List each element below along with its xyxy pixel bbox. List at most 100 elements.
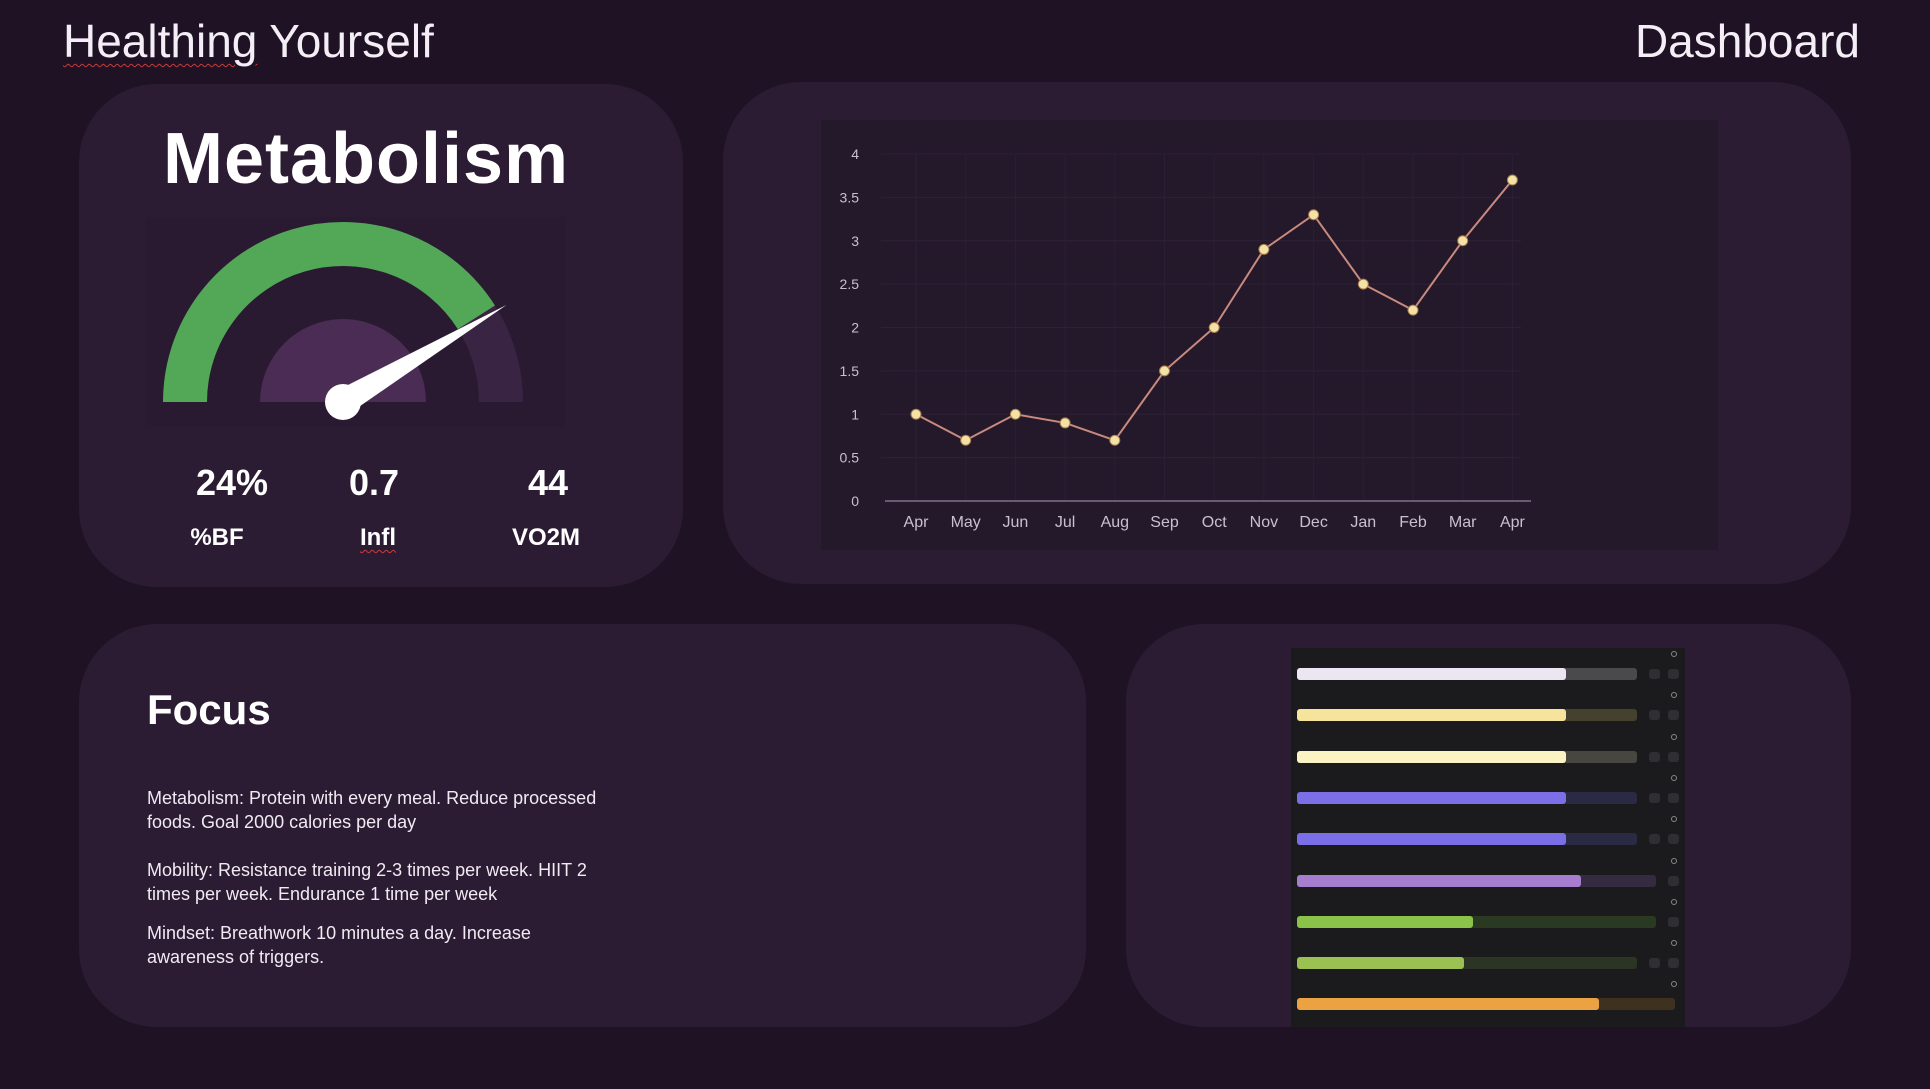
habit-info-button[interactable] <box>1649 834 1660 845</box>
x-tick-label: Apr <box>904 514 930 531</box>
habit-progress-track <box>1297 709 1637 722</box>
data-point <box>960 434 972 446</box>
x-tick-label: Mar <box>1449 514 1477 531</box>
data-point <box>1258 243 1270 255</box>
habit-status-icon[interactable] <box>1671 981 1677 988</box>
habit-progress-fill <box>1297 709 1566 722</box>
data-point <box>910 408 922 420</box>
data-point <box>1208 322 1220 333</box>
y-tick-label: 3 <box>851 233 859 249</box>
habit-info-button[interactable] <box>1649 669 1660 679</box>
focus-title: Focus <box>147 686 271 733</box>
focus-mobility-text: Mobility: Resistance training 2-3 times … <box>147 860 587 904</box>
habit-progress-track <box>1297 750 1637 763</box>
habit-status-icon[interactable] <box>1671 857 1677 864</box>
habit-row <box>1291 855 1685 896</box>
stat-infl-value: 0.7 <box>348 462 400 503</box>
x-tick-label: May <box>951 514 981 531</box>
y-tick-label: 2 <box>851 320 859 336</box>
habit-edit-button[interactable] <box>1668 916 1679 927</box>
habit-progress-track <box>1297 915 1656 928</box>
habit-progress-track <box>1297 668 1637 680</box>
habit-edit-button[interactable] <box>1668 834 1679 845</box>
gauge-value-arc <box>163 222 495 403</box>
habit-progress-fill <box>1297 750 1566 763</box>
stat-bf-label: %BF <box>190 524 244 551</box>
habit-progress-fill <box>1297 957 1464 970</box>
stat-bf-value: 24% <box>195 462 269 503</box>
habit-progress-fill <box>1297 998 1600 1011</box>
habit-row <box>1291 813 1685 854</box>
app-title-word2: Yourself <box>257 15 434 67</box>
habit-edit-button[interactable] <box>1668 958 1679 969</box>
focus-mindset-text: Mindset: Breathwork 10 minutes a day. In… <box>147 923 531 967</box>
habit-status-icon[interactable] <box>1671 816 1677 823</box>
data-point <box>1457 235 1469 247</box>
habit-progress-fill <box>1297 833 1566 846</box>
gauge-needle <box>336 305 507 413</box>
habit-info-button[interactable] <box>1649 710 1660 721</box>
habit-progress-fill <box>1297 874 1581 887</box>
x-tick-label: Nov <box>1250 514 1278 531</box>
habit-edit-button[interactable] <box>1668 792 1679 803</box>
app-title-word1: Healthing <box>63 15 258 67</box>
metabolism-card: Metabolism 24% %BF 0.7 Infl 44 VO2M <box>79 84 683 587</box>
habit-status-icon[interactable] <box>1671 651 1677 657</box>
habit-progress-track <box>1297 957 1637 970</box>
habit-edit-button[interactable] <box>1668 751 1679 762</box>
habit-row <box>1291 731 1685 772</box>
habit-status-icon[interactable] <box>1671 898 1677 905</box>
habit-progress-fill <box>1297 791 1566 804</box>
data-point <box>1059 417 1071 429</box>
y-tick-label: 1.5 <box>840 363 860 379</box>
app-title: Healthing Yourself <box>63 14 434 68</box>
habit-status-icon[interactable] <box>1671 940 1677 947</box>
data-point <box>1506 174 1518 186</box>
x-tick-label: Jul <box>1055 514 1075 531</box>
data-point <box>1407 304 1419 316</box>
habit-progress-fill <box>1297 915 1473 928</box>
x-tick-label: Aug <box>1101 514 1129 531</box>
x-tick-label: Apr <box>1500 514 1526 531</box>
data-point <box>1308 209 1320 221</box>
x-tick-label: Dec <box>1299 514 1327 531</box>
habit-edit-button[interactable] <box>1668 710 1679 721</box>
y-tick-label: 0.5 <box>840 450 860 466</box>
habit-progress-track <box>1297 874 1656 887</box>
habit-progress-track <box>1297 791 1637 804</box>
habit-progress-fill <box>1297 668 1566 680</box>
stat-vo2m-value: 44 <box>527 462 569 503</box>
habit-row <box>1291 772 1685 813</box>
habit-info-button[interactable] <box>1649 792 1660 803</box>
habit-row <box>1291 896 1685 937</box>
x-tick-label: Jan <box>1350 514 1376 531</box>
data-point <box>1109 434 1121 446</box>
habit-info-button[interactable] <box>1649 751 1660 762</box>
habit-edit-button[interactable] <box>1668 669 1679 679</box>
y-tick-label: 4 <box>851 146 859 162</box>
habit-edit-button[interactable] <box>1668 875 1679 886</box>
habit-row <box>1291 689 1685 730</box>
stat-vo2m-label: VO2M <box>511 524 580 551</box>
data-point <box>1159 365 1170 377</box>
habit-status-icon[interactable] <box>1671 774 1677 781</box>
metabolism-gauge <box>145 217 565 427</box>
y-tick-label: 3.5 <box>840 189 860 205</box>
trend-chart: 0 0.5 1 1.5 2 2.5 3 3.5 4 Apr May Jun Jul Aug Sep Oct No… <box>821 120 1718 550</box>
habit-row <box>1291 648 1685 689</box>
trend-chart-card: 0 0.5 1 1.5 2 2.5 3 3.5 4 Apr May Jun Jul Aug Sep Oct No… <box>723 82 1851 584</box>
x-tick-label: Oct <box>1202 514 1227 531</box>
habit-progress-track <box>1297 998 1675 1011</box>
habit-status-icon[interactable] <box>1671 692 1677 699</box>
habit-info-button[interactable] <box>1649 958 1660 969</box>
habit-status-icon[interactable] <box>1671 733 1677 740</box>
dashboard-title: Dashboard <box>1634 15 1860 67</box>
stat-infl-label: Infl <box>360 524 396 551</box>
data-point <box>1357 278 1369 290</box>
focus-metabolism-text: Metabolism: Protein with every meal. Red… <box>147 788 597 832</box>
habit-row <box>1291 937 1685 978</box>
habit-progress-track <box>1297 833 1637 846</box>
habits-card <box>1126 624 1851 1027</box>
x-tick-label: Sep <box>1150 514 1179 531</box>
gauge-hub <box>325 384 361 420</box>
